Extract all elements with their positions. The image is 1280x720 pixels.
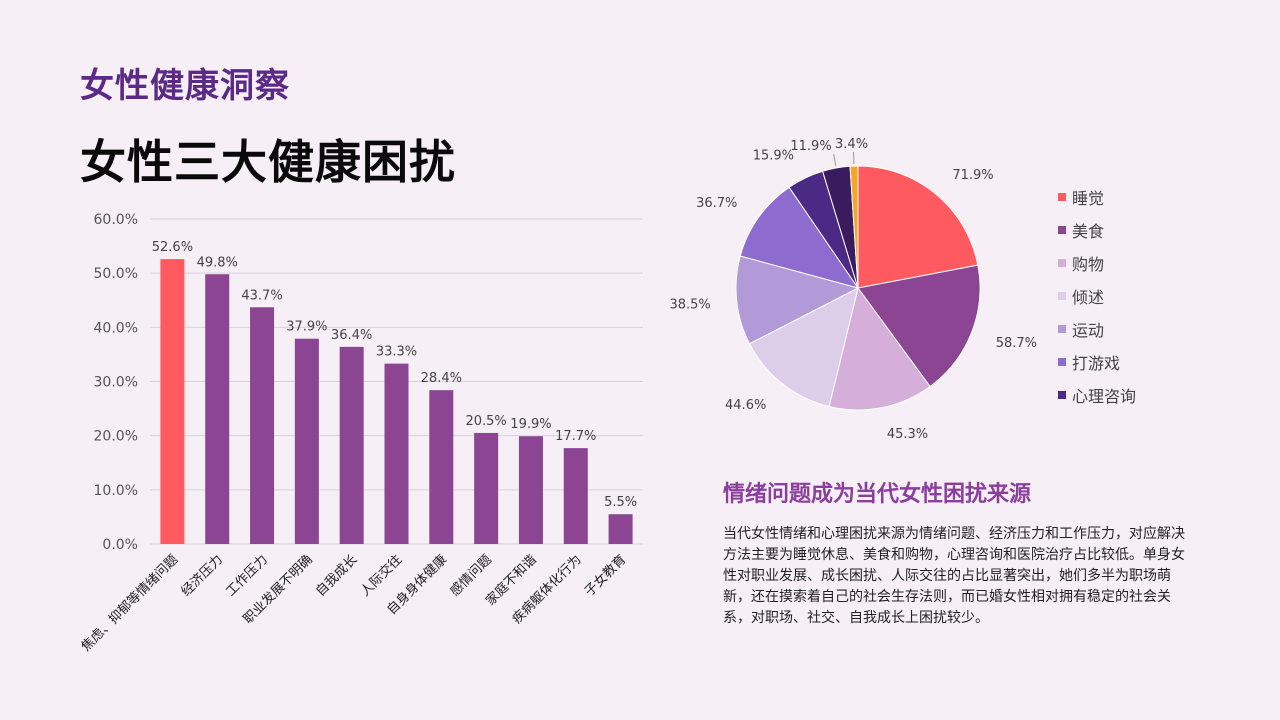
pie-slice xyxy=(828,286,931,411)
bar-value-label: 5.5% xyxy=(604,495,637,510)
pie-value-label: 58.7% xyxy=(996,336,1037,351)
pie-value-label: 15.9% xyxy=(753,149,794,164)
legend-label: 睡觉 xyxy=(1072,188,1105,208)
bar xyxy=(608,514,633,544)
legend-item: 打游戏 xyxy=(1058,345,1136,378)
y-tick-label: 50.0% xyxy=(94,266,138,282)
legend-label: 运动 xyxy=(1072,320,1105,340)
bar xyxy=(205,274,230,544)
bar xyxy=(474,432,499,544)
bar-value-label: 17.7% xyxy=(555,429,596,444)
legend-item: 睡觉 xyxy=(1058,180,1136,213)
pie-value-label: 45.3% xyxy=(887,427,928,442)
pie-value-label: 36.7% xyxy=(696,196,737,211)
pie-slice xyxy=(735,255,860,345)
legend-item: 运动 xyxy=(1058,312,1136,345)
y-tick-label: 60.0% xyxy=(94,212,138,228)
y-tick-label: 40.0% xyxy=(94,320,138,336)
legend-item: 心理咨询 xyxy=(1058,378,1136,411)
legend-label: 购物 xyxy=(1072,254,1105,274)
pie-slice xyxy=(849,165,859,289)
pie-slice xyxy=(857,264,981,388)
pie-slice xyxy=(857,165,979,289)
legend-swatch xyxy=(1058,357,1066,366)
bar xyxy=(429,390,454,544)
y-tick-label: 30.0% xyxy=(94,375,138,391)
page-title: 女性三大健康困扰 xyxy=(80,135,456,189)
legend-label: 打游戏 xyxy=(1072,353,1121,373)
bar xyxy=(294,338,319,544)
category-label: 焦虑、抑郁等情绪问题 xyxy=(78,552,181,655)
bar-value-label: 33.3% xyxy=(376,345,417,360)
bar xyxy=(384,363,409,544)
legend-swatch xyxy=(1058,324,1066,333)
bar-value-label: 19.9% xyxy=(510,417,551,432)
bar xyxy=(250,307,275,544)
legend-swatch xyxy=(1058,192,1066,201)
legend-label: 倾述 xyxy=(1072,287,1105,307)
pie-slice xyxy=(748,287,859,408)
bar xyxy=(160,259,185,544)
pie-value-label: 3.4% xyxy=(835,137,868,152)
pie-legend: 睡觉美食购物倾述运动打游戏心理咨询 xyxy=(1058,180,1136,411)
legend-item: 购物 xyxy=(1058,246,1136,279)
bar-value-label: 52.6% xyxy=(152,240,193,255)
pie-chart: 71.9% 58.7% 45.3% 44.6% 38.5% 36.7% 15.9%11.9%… xyxy=(669,137,1037,442)
bar-value-label: 49.8% xyxy=(197,255,238,270)
y-tick-label: 20.0% xyxy=(94,429,138,445)
bar-value-label: 20.5% xyxy=(465,414,506,429)
y-tick-label: 0.0% xyxy=(102,537,138,553)
legend-item: 倾述 xyxy=(1058,279,1136,312)
pie-value-label: 44.6% xyxy=(725,398,766,413)
legend-label: 美食 xyxy=(1072,221,1105,241)
bar-chart: 0.0% 10.0% 20.0% 30.0% 40.0% 50.0% 60.0% 52.6% 焦… xyxy=(78,212,643,655)
category-label: 子女教育 xyxy=(581,552,629,600)
bar xyxy=(563,448,588,544)
bar-value-label: 43.7% xyxy=(241,288,282,303)
bar-value-label: 36.4% xyxy=(331,328,372,343)
legend-swatch xyxy=(1058,291,1066,300)
legend-swatch xyxy=(1058,390,1066,399)
bar-value-label: 28.4% xyxy=(421,371,462,386)
legend-item: 美食 xyxy=(1058,213,1136,246)
insight-body: 当代女性情绪和心理困扰来源为情绪问题、经济压力和工作压力，对应解决方法主要为睡觉… xyxy=(723,526,1185,626)
y-tick-label: 10.0% xyxy=(94,483,138,499)
bar xyxy=(518,436,543,544)
legend-swatch xyxy=(1058,225,1066,234)
legend-label: 心理咨询 xyxy=(1072,386,1137,406)
insight-title: 情绪问题成为当代女性困扰来源 xyxy=(723,482,1032,507)
bar-value-label: 37.9% xyxy=(286,320,327,335)
pie-leader-line xyxy=(833,154,837,167)
pie-value-label: 38.5% xyxy=(669,297,710,312)
pie-value-label: 11.9% xyxy=(790,139,831,154)
bar xyxy=(339,346,364,544)
category-label: 经济压力 xyxy=(179,552,226,599)
section-kicker: 女性健康洞察 xyxy=(80,66,290,106)
legend-swatch xyxy=(1058,258,1066,267)
pie-slice xyxy=(739,186,860,289)
pie-value-label: 71.9% xyxy=(952,168,993,183)
category-label: 自我成长 xyxy=(313,552,360,599)
